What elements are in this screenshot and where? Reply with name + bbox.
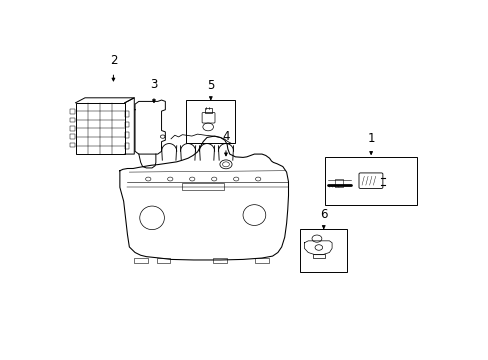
- Bar: [205, 108, 211, 113]
- Bar: [213, 258, 226, 263]
- Text: 6: 6: [319, 208, 327, 221]
- Bar: [70, 118, 75, 122]
- Text: 3: 3: [150, 78, 157, 91]
- Bar: [182, 183, 224, 190]
- Bar: [299, 229, 346, 272]
- Text: 1: 1: [366, 132, 374, 145]
- Text: 4: 4: [222, 130, 229, 143]
- Bar: [324, 157, 417, 205]
- Bar: [134, 258, 147, 263]
- Text: 2: 2: [109, 54, 117, 67]
- Bar: [334, 179, 342, 187]
- Bar: [255, 258, 268, 263]
- Bar: [124, 132, 128, 138]
- Bar: [70, 126, 75, 131]
- Bar: [312, 254, 324, 258]
- Bar: [186, 100, 235, 143]
- Bar: [70, 109, 75, 114]
- Bar: [124, 111, 128, 117]
- Bar: [70, 143, 75, 147]
- Bar: [156, 258, 170, 263]
- Bar: [124, 122, 128, 127]
- Bar: [75, 103, 124, 154]
- Text: 5: 5: [207, 79, 214, 92]
- Bar: [124, 143, 128, 149]
- Bar: [70, 134, 75, 139]
